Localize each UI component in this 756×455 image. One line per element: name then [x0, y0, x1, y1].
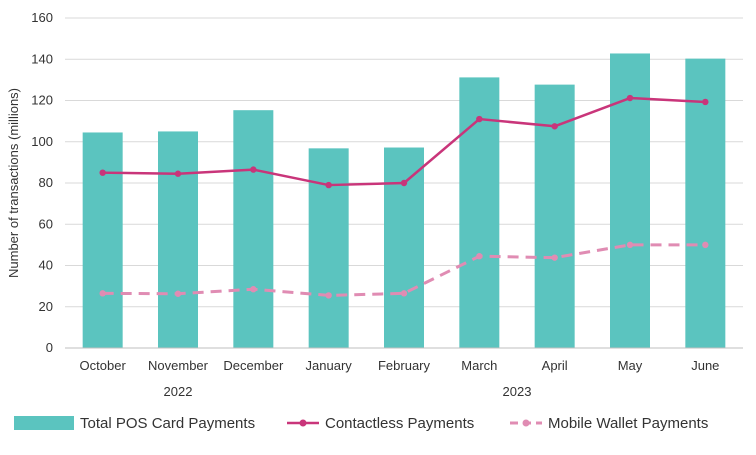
axes: 0 20 40 60 80 100 120 140 160 October November Dece… [31, 10, 743, 399]
y-tick-label: 80 [39, 175, 53, 190]
point-contactless [626, 94, 634, 102]
x-year-group-label: 2022 [164, 384, 193, 399]
bar-total-pos [233, 110, 274, 348]
y-tick-label: 160 [31, 10, 53, 25]
x-tick-label: March [461, 358, 497, 373]
legend-swatch-marker [299, 419, 307, 427]
y-tick-label: 120 [31, 93, 53, 108]
point-mobile-wallet [626, 241, 634, 249]
point-contactless [99, 169, 106, 176]
point-contactless [250, 166, 257, 173]
point-mobile-wallet [174, 290, 182, 297]
bar-total-pos [158, 131, 198, 348]
point-contactless [174, 170, 182, 177]
x-tick-label: April [542, 358, 568, 373]
point-mobile-wallet [551, 254, 558, 261]
y-tick-label: 0 [46, 340, 53, 355]
y-tick-label: 100 [31, 134, 53, 149]
y-axis-title: Number of transactions (millions) [6, 88, 21, 278]
bar-total-pos [384, 147, 424, 348]
point-contactless [551, 123, 558, 130]
legend: Total POS Card Payments Contactless Payme… [14, 415, 708, 432]
x-tick-label: June [691, 358, 719, 373]
point-contactless [400, 179, 408, 187]
legend-swatch-total-pos [14, 416, 74, 430]
point-mobile-wallet [400, 290, 408, 297]
bar-total-pos [82, 132, 123, 348]
point-mobile-wallet [99, 290, 106, 297]
x-tick-label: May [618, 358, 643, 373]
x-tick-label: November [148, 358, 209, 373]
legend-label: Mobile Wallet Payments [548, 415, 708, 432]
x-tick-label: October [80, 358, 127, 373]
y-tick-label: 60 [39, 216, 53, 231]
y-tick-label: 140 [31, 51, 53, 66]
x-tick-label: December [223, 358, 284, 373]
y-tick-label: 20 [39, 299, 53, 314]
legend-label: Contactless Payments [325, 415, 474, 432]
point-mobile-wallet [702, 241, 709, 249]
x-year-group-label: 2023 [503, 384, 532, 399]
legend-label: Total POS Card Payments [80, 415, 255, 432]
point-contactless [325, 181, 332, 189]
line-mobile-wallet [102, 243, 706, 297]
point-mobile-wallet [250, 286, 257, 293]
x-tick-label: February [378, 358, 431, 373]
bar-total-pos [685, 58, 726, 348]
bar-total-pos [308, 148, 349, 348]
point-mobile-wallet [325, 292, 332, 299]
line-series [99, 94, 709, 299]
bar-series [82, 53, 726, 349]
bar-total-pos [459, 77, 500, 349]
point-contactless [476, 115, 483, 123]
x-tick-label: January [306, 358, 353, 373]
point-mobile-wallet [476, 253, 483, 260]
legend-swatch-marker [522, 419, 530, 427]
point-contactless [702, 98, 709, 106]
y-tick-label: 40 [39, 258, 53, 273]
